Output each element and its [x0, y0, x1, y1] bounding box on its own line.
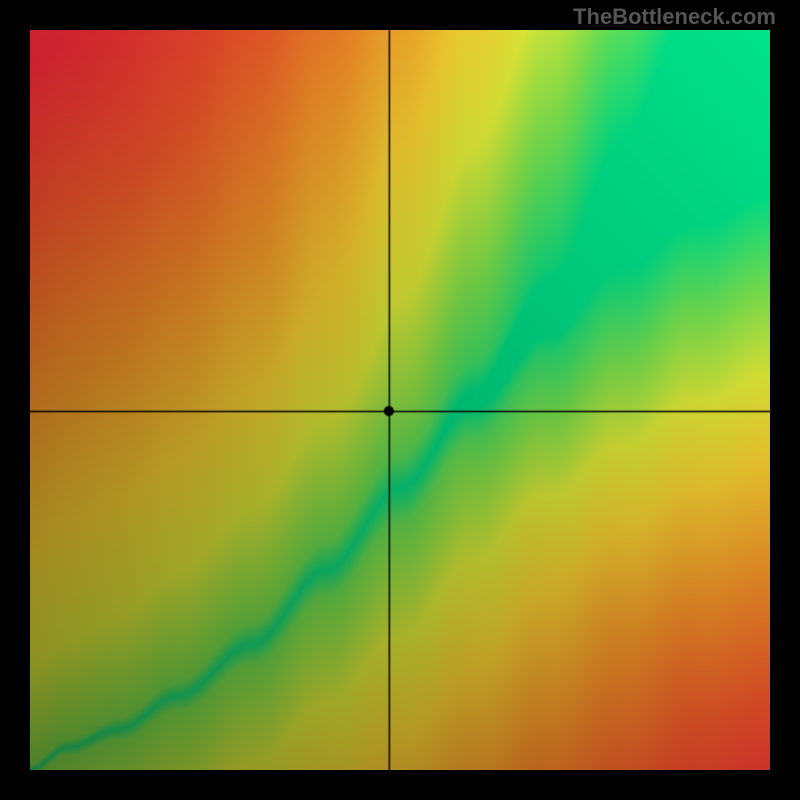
plot-area [30, 30, 770, 770]
heatmap-canvas [30, 30, 770, 770]
figure-container: TheBottleneck.com [0, 0, 800, 800]
watermark-label: TheBottleneck.com [573, 4, 776, 30]
